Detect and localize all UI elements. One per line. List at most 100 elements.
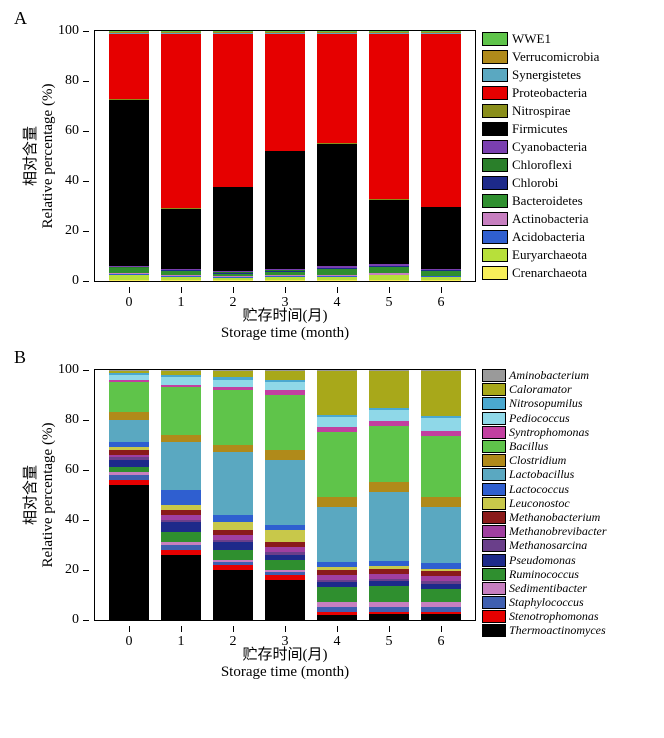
bar-segment: [213, 542, 253, 550]
bar-segment: [109, 412, 149, 420]
bar: [109, 370, 149, 620]
bar: [161, 31, 201, 281]
panel-a-plot-box: 相对含量 Relative percentage (%) 02040608010…: [8, 8, 476, 343]
legend-item: Caloramator: [482, 383, 607, 397]
legend-item: Methanosarcina: [482, 539, 607, 553]
bar-segment: [161, 435, 201, 443]
legend-label: Chlorobi: [512, 175, 558, 191]
bar-segment: [161, 209, 201, 269]
bar-segment: [317, 371, 357, 415]
legend-item: Bacteroidetes: [482, 192, 599, 210]
bar-segment: [213, 280, 253, 281]
legend-item: Methanobacterium: [482, 510, 607, 524]
legend-swatch: [482, 230, 508, 244]
bar-segment: [369, 410, 409, 420]
legend-item: Synergistetes: [482, 66, 599, 84]
legend-swatch: [482, 194, 508, 208]
legend-item: Nitrosopumilus: [482, 397, 607, 411]
legend-swatch: [482, 511, 506, 524]
legend-item: Chloroflexi: [482, 156, 599, 174]
bar-segment: [317, 432, 357, 497]
bar: [161, 370, 201, 620]
legend-label: Verrucomicrobia: [512, 49, 599, 65]
x-tick-label: 2: [230, 295, 237, 311]
bar-segment: [317, 507, 357, 562]
legend-swatch: [482, 176, 508, 190]
bar-segment: [317, 34, 357, 144]
y-tick-label: 100: [58, 362, 79, 378]
legend-item: Lactobacillus: [482, 468, 607, 482]
y-tick-label: 80: [65, 73, 79, 89]
legend-item: Proteobacteria: [482, 84, 599, 102]
panel-b-ylabel-cn: 相对含量: [23, 465, 39, 525]
bar-segment: [317, 280, 357, 281]
bar-segment: [265, 395, 305, 450]
y-tick-label: 80: [65, 412, 79, 428]
legend-item: Nitrospirae: [482, 102, 599, 120]
legend-label: Bacillus: [509, 439, 548, 454]
panel-b-y-axis-label: 相对含量 Relative percentage (%): [19, 370, 57, 620]
y-tick-label: 100: [58, 23, 79, 39]
x-tick-label: 1: [178, 634, 185, 650]
bar-segment: [161, 34, 201, 209]
legend-label: Caloramator: [509, 382, 572, 397]
bar-segment: [265, 460, 305, 525]
legend-swatch: [482, 104, 508, 118]
bar-segment: [109, 34, 149, 100]
bar-segment: [421, 371, 461, 416]
bar-segment: [161, 555, 201, 620]
bar-segment: [161, 280, 201, 281]
bar-segment: [265, 382, 305, 390]
bar-segment: [213, 34, 253, 187]
panel-b-ylabel-en: Relative percentage (%): [40, 422, 56, 567]
bar-segment: [265, 580, 305, 620]
bar-segment: [161, 377, 201, 385]
y-tick-label: 20: [65, 223, 79, 239]
legend-swatch: [482, 140, 508, 154]
legend-label: Ruminococcus: [509, 567, 579, 582]
bar-segment: [421, 497, 461, 507]
legend-item: Syntrophomonas: [482, 425, 607, 439]
bar-segment: [265, 530, 305, 543]
bar: [213, 31, 253, 281]
panel-a-row: 相对含量 Relative percentage (%) 02040608010…: [8, 8, 656, 343]
bar-segment: [109, 460, 149, 468]
legend-label: Euryarchaeota: [512, 247, 587, 263]
bar-segment: [213, 452, 253, 515]
legend-item: Aminobacterium: [482, 369, 607, 383]
bar-segment: [161, 522, 201, 532]
bar-segment: [317, 497, 357, 507]
legend-item: Methanobrevibacter: [482, 525, 607, 539]
legend-label: Cyanobacteria: [512, 139, 587, 155]
bar: [213, 370, 253, 620]
legend-label: Pseudomonas: [509, 553, 576, 568]
x-tick-label: 3: [282, 295, 289, 311]
legend-item: Clostridium: [482, 454, 607, 468]
legend-label: Bacteroidetes: [512, 193, 583, 209]
legend-item: Cyanobacteria: [482, 138, 599, 156]
bar: [109, 31, 149, 281]
legend-label: Stenotrophomonas: [509, 609, 599, 624]
legend-swatch: [482, 539, 506, 552]
legend-label: Acidobacteria: [512, 229, 585, 245]
y-tick-label: 0: [72, 612, 79, 628]
bar: [369, 31, 409, 281]
bar-segment: [317, 587, 357, 602]
legend-label: Synergistetes: [512, 67, 581, 83]
legend-swatch: [482, 248, 508, 262]
bar-segment: [369, 200, 409, 264]
legend-label: Pediococcus: [509, 411, 570, 426]
legend-swatch: [482, 426, 506, 439]
bar-segment: [317, 144, 357, 267]
panel-b: B 相对含量 Relative percentage (%) 020406080…: [8, 347, 656, 682]
legend-item: WWE1: [482, 30, 599, 48]
legend-label: WWE1: [512, 31, 551, 47]
bar-segment: [421, 589, 461, 602]
legend-swatch: [482, 568, 506, 581]
legend-item: Lactococcus: [482, 482, 607, 496]
bar-segment: [213, 380, 253, 388]
legend-swatch: [482, 596, 506, 609]
bar-segment: [421, 34, 461, 207]
x-tick-label: 3: [282, 634, 289, 650]
legend-item: Acidobacteria: [482, 228, 599, 246]
